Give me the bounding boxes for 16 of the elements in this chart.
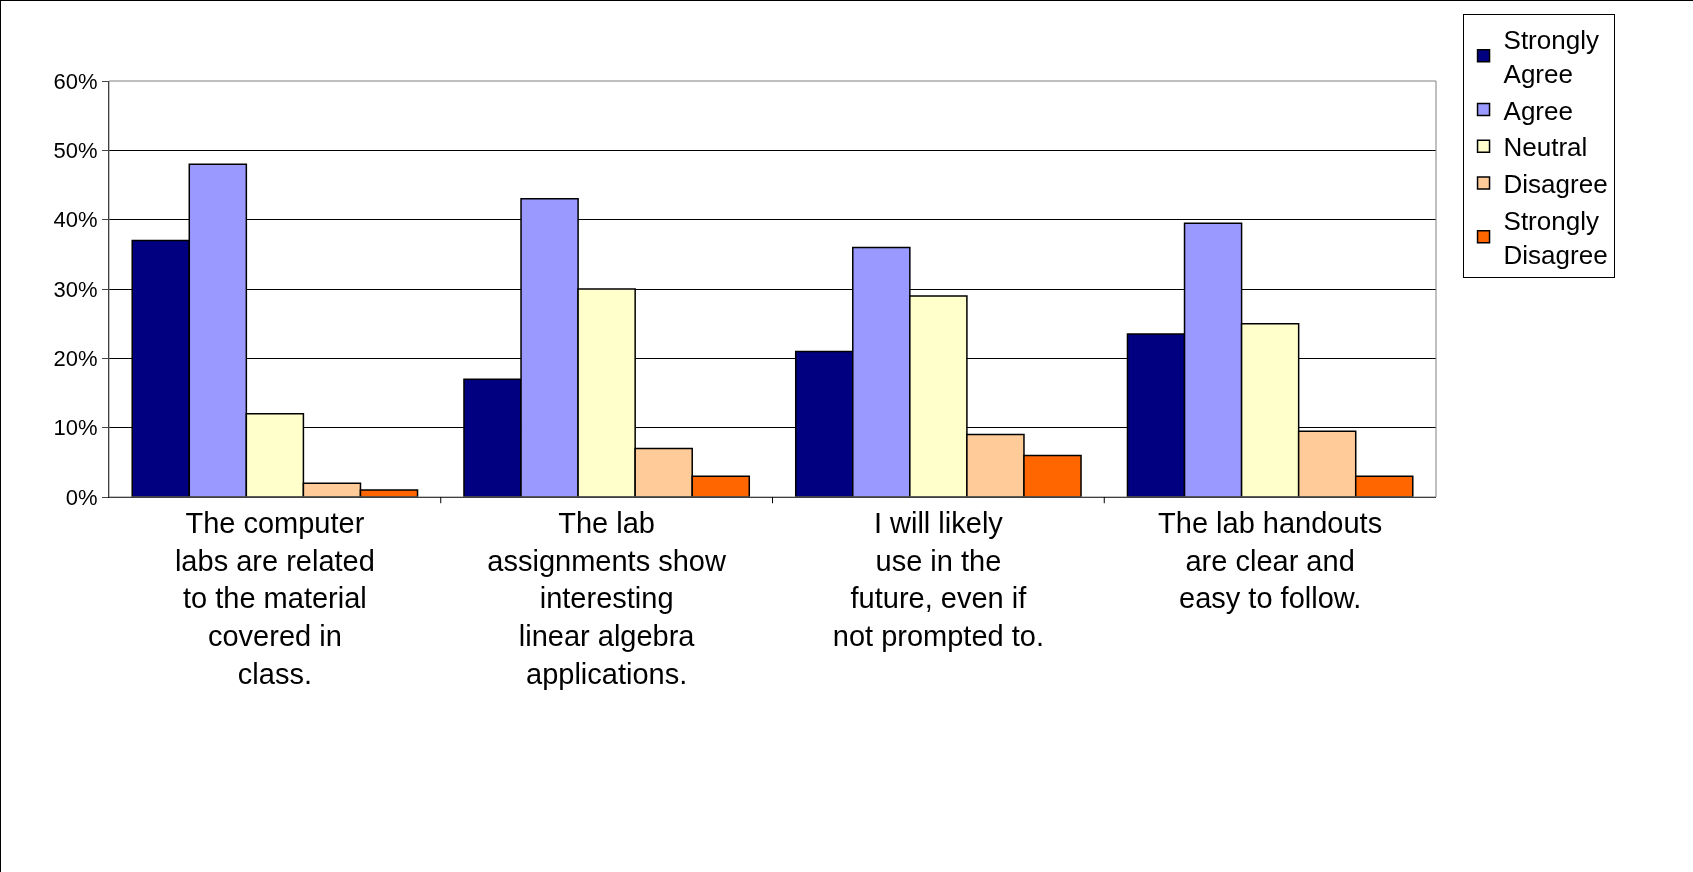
y-tick-label: 60% — [53, 68, 98, 94]
legend-label: Neutral — [1503, 132, 1588, 163]
legend-label: Strongly Agree — [1503, 24, 1599, 89]
y-tick-label: 0% — [65, 484, 98, 510]
legend-label: Disagree — [1503, 169, 1608, 200]
y-tick-label: 30% — [53, 276, 98, 302]
y-tick-label: 20% — [53, 346, 98, 372]
y-tick-label: 50% — [53, 138, 98, 164]
x-tick-label: The lab handouts are clear and easy to follow. — [1158, 506, 1383, 615]
x-tick-label: I will likely use in the future, even if not prompted to. — [832, 506, 1044, 652]
x-tick-label: The computer labs are related to the material covered in class. — [174, 506, 375, 690]
x-tick-label: The lab assignments show interesting linear algebra applications. — [487, 506, 727, 690]
y-tick-label: 40% — [53, 207, 98, 233]
legend-label: Strongly Disagree — [1503, 205, 1608, 270]
y-tick-label: 10% — [53, 415, 98, 441]
legend-label: Agree — [1503, 95, 1573, 126]
